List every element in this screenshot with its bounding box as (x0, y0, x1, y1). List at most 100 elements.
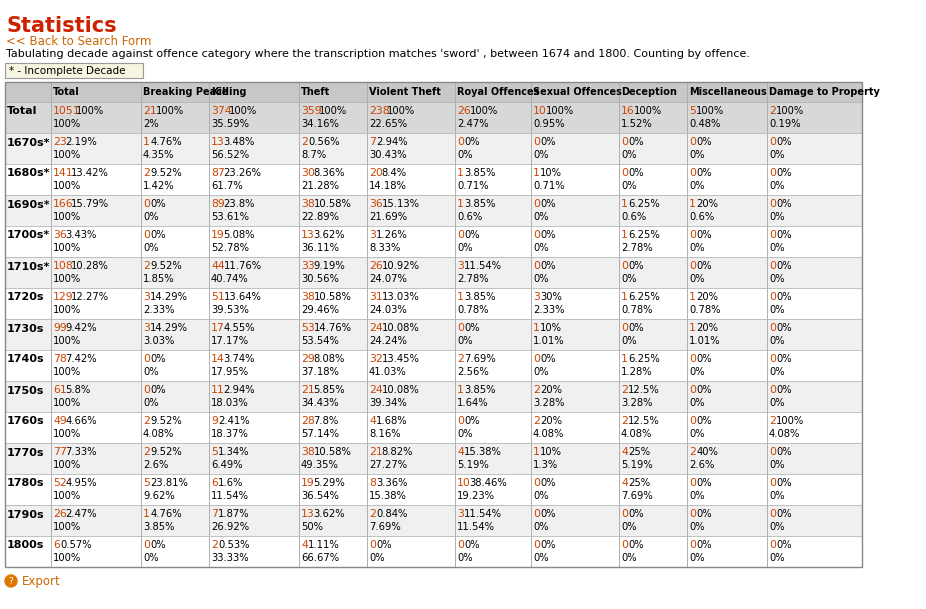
Text: 0%: 0% (464, 137, 480, 147)
Text: 19: 19 (301, 478, 315, 488)
Text: 2: 2 (143, 168, 150, 178)
Bar (687, 257, 767, 288)
Bar (5, 474, 51, 505)
Text: 30.43%: 30.43% (369, 150, 407, 160)
Bar (687, 474, 767, 505)
Text: 4.08%: 4.08% (143, 429, 174, 439)
Text: 0: 0 (533, 509, 540, 519)
Text: 36.54%: 36.54% (301, 491, 339, 501)
Text: 3.85%: 3.85% (464, 168, 495, 178)
Text: 10%: 10% (540, 323, 562, 333)
Text: 13: 13 (211, 137, 225, 147)
Text: 1790s: 1790s (7, 510, 44, 519)
Text: 0%: 0% (621, 150, 637, 160)
Bar (5, 443, 51, 474)
Text: 23.81%: 23.81% (150, 478, 188, 488)
Text: 2: 2 (533, 416, 540, 426)
Text: 1680s*: 1680s* (7, 169, 51, 178)
Bar (299, 505, 367, 536)
Text: 3.62%: 3.62% (313, 230, 345, 240)
Bar (209, 350, 299, 381)
Text: 57.14%: 57.14% (301, 429, 339, 439)
Bar (141, 164, 209, 195)
Bar (767, 288, 862, 319)
Text: Tabulating decade against offence category where the transcription matches 'swor: Tabulating decade against offence catego… (6, 49, 750, 59)
Text: 0%: 0% (769, 398, 784, 408)
Bar (141, 226, 209, 257)
Bar (367, 164, 455, 195)
Bar (767, 226, 862, 257)
Text: 3: 3 (457, 509, 464, 519)
Text: 0: 0 (457, 416, 464, 426)
Text: 1: 1 (689, 199, 695, 209)
Bar (687, 102, 767, 133)
Text: 17.95%: 17.95% (211, 367, 249, 377)
Text: 0%: 0% (689, 181, 705, 191)
Text: 0%: 0% (533, 491, 548, 501)
Text: 1750s: 1750s (7, 385, 44, 395)
Bar (687, 226, 767, 257)
Text: 50%: 50% (301, 522, 323, 532)
Text: 33.33%: 33.33% (211, 553, 248, 563)
Bar (5, 164, 51, 195)
Text: 0: 0 (143, 354, 150, 364)
Text: Total: Total (7, 107, 37, 116)
Text: 0%: 0% (696, 509, 712, 519)
Text: 7.69%: 7.69% (621, 491, 653, 501)
Bar (5, 102, 862, 133)
Text: 2: 2 (621, 416, 628, 426)
Text: 0: 0 (689, 385, 696, 395)
Bar (5, 82, 862, 567)
Text: 14.29%: 14.29% (150, 292, 188, 302)
Text: 10.92%: 10.92% (382, 261, 419, 271)
Text: 0%: 0% (628, 323, 644, 333)
Text: 1: 1 (533, 323, 540, 333)
Bar (209, 133, 299, 164)
Text: 1.42%: 1.42% (143, 181, 175, 191)
Text: 0.6%: 0.6% (457, 212, 482, 222)
Text: 0: 0 (533, 230, 540, 240)
Text: 15.38%: 15.38% (464, 447, 502, 457)
Text: 1730s: 1730s (7, 323, 44, 334)
Text: 1.01%: 1.01% (689, 336, 720, 346)
Text: 21.69%: 21.69% (369, 212, 407, 222)
Bar (5, 505, 862, 536)
Text: 20%: 20% (696, 292, 719, 302)
Text: 23: 23 (53, 137, 67, 147)
Text: 11.76%: 11.76% (223, 261, 261, 271)
Text: 100%: 100% (53, 398, 81, 408)
Bar (299, 474, 367, 505)
Text: 26: 26 (457, 106, 470, 116)
Text: 0: 0 (533, 540, 540, 550)
Text: 20%: 20% (696, 199, 719, 209)
Bar (299, 536, 367, 567)
Text: 0%: 0% (464, 323, 480, 333)
Text: 26.92%: 26.92% (211, 522, 249, 532)
Bar (5, 133, 862, 164)
Text: 12.27%: 12.27% (70, 292, 108, 302)
Text: 36.11%: 36.11% (301, 243, 339, 253)
Text: 4: 4 (621, 478, 628, 488)
Text: 0: 0 (143, 540, 150, 550)
Text: 108: 108 (53, 261, 74, 271)
Text: 15.13%: 15.13% (382, 199, 419, 209)
Text: 0%: 0% (769, 336, 784, 346)
Text: 53.54%: 53.54% (301, 336, 339, 346)
Text: 4: 4 (457, 447, 464, 457)
Bar (299, 350, 367, 381)
Text: 374: 374 (211, 106, 232, 116)
Bar (5, 319, 862, 350)
Text: 6.49%: 6.49% (211, 460, 243, 470)
Text: 0: 0 (689, 230, 696, 240)
Bar (299, 82, 367, 102)
Text: 0.71%: 0.71% (457, 181, 489, 191)
Bar (209, 164, 299, 195)
Text: 0: 0 (369, 540, 376, 550)
Bar (767, 195, 862, 226)
Text: 2.94%: 2.94% (376, 137, 407, 147)
Text: 9.52%: 9.52% (150, 168, 181, 178)
Text: 0%: 0% (533, 367, 548, 377)
Text: 40%: 40% (696, 447, 718, 457)
Bar (367, 82, 455, 102)
Text: 0%: 0% (776, 137, 792, 147)
